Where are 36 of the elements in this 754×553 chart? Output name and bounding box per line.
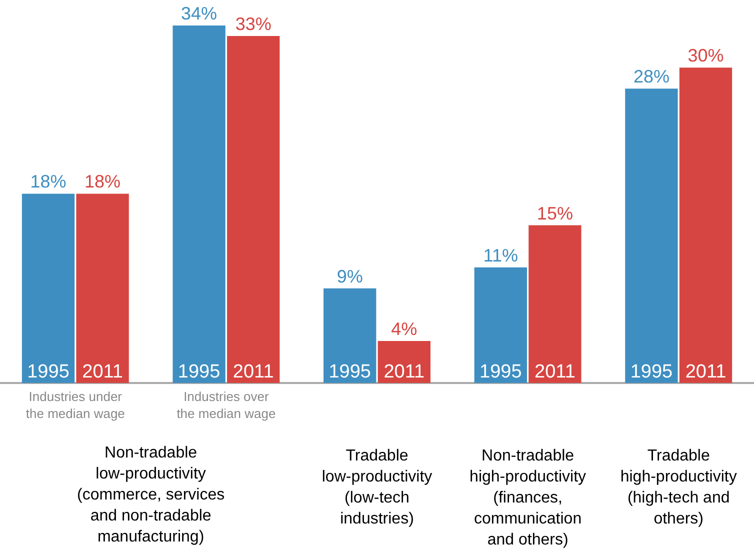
series-label: 2011 [82,362,123,383]
data-label: 33% [235,14,272,34]
data-label: 18% [30,172,66,192]
text: 1995 [630,362,673,383]
bar [227,36,280,383]
text: 1995 [328,362,371,383]
data-label: 30% [688,46,724,66]
bar [22,194,75,383]
data-label: 15% [536,203,573,224]
bar [378,340,430,383]
x-tick-label: Industries under the median wage [26,389,125,422]
data-label: 4% [391,318,418,339]
x-tick-label: Non-tradable high-productivity (finances, communication and others) [470,447,586,548]
x-tick-label: Tradable high-productivity (high-tech and others) [620,447,737,528]
text: 2011 [232,362,274,383]
text: 2011 [384,362,425,383]
x-tick-label: Industries over the median wage [176,389,276,422]
data-label: 34% [181,3,218,24]
bar [324,288,376,383]
data-label: 9% [336,266,363,286]
text: 1995 [480,362,522,383]
text: Non-tradable low-productivity (commerce, services and non-tradable manufacturing) [77,444,225,546]
text: 2011 [534,362,576,383]
text: 2011 [685,362,726,383]
x-tick-label: Tradable low-productivity (low-tech industries) [322,447,432,528]
bar [528,225,582,383]
data-label: 11% [483,245,518,266]
bar [76,194,129,383]
series-label: 1995 [27,362,70,383]
bar [474,267,527,383]
text: 1995 [178,362,220,383]
bar [679,68,732,383]
data-label: 28% [633,66,670,87]
bar [172,26,226,383]
data-label: 18% [84,172,121,192]
bar [625,88,678,383]
